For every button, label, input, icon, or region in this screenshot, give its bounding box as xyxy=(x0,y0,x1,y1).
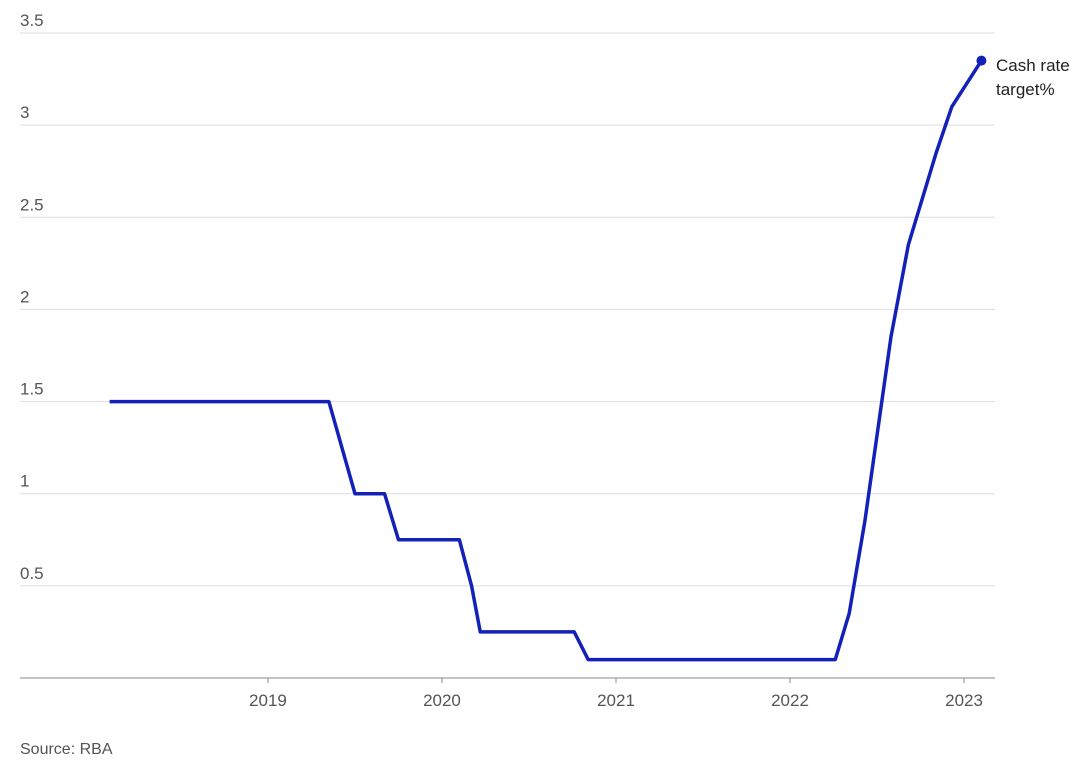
x-tick-label: 2023 xyxy=(945,691,983,710)
x-tick-label: 2020 xyxy=(423,691,461,710)
x-tick-label: 2019 xyxy=(249,691,287,710)
y-tick-label: 1.5 xyxy=(20,380,44,399)
source: Source: RBA xyxy=(20,741,113,758)
series-label: Cash rate target% xyxy=(996,56,1070,99)
end-point xyxy=(976,55,987,66)
y-tick-label: 2.5 xyxy=(20,195,44,214)
line xyxy=(109,59,983,662)
y-tick-label: 3 xyxy=(20,103,29,122)
x-tick-label: 2021 xyxy=(597,691,635,710)
y-tick-label: 1 xyxy=(20,472,29,491)
x-tick-label: 2022 xyxy=(771,691,809,710)
y-tick-label: 0.5 xyxy=(20,564,44,583)
y-tick-label: 3.5 xyxy=(20,11,44,30)
y-tick-label: 2 xyxy=(20,287,29,306)
